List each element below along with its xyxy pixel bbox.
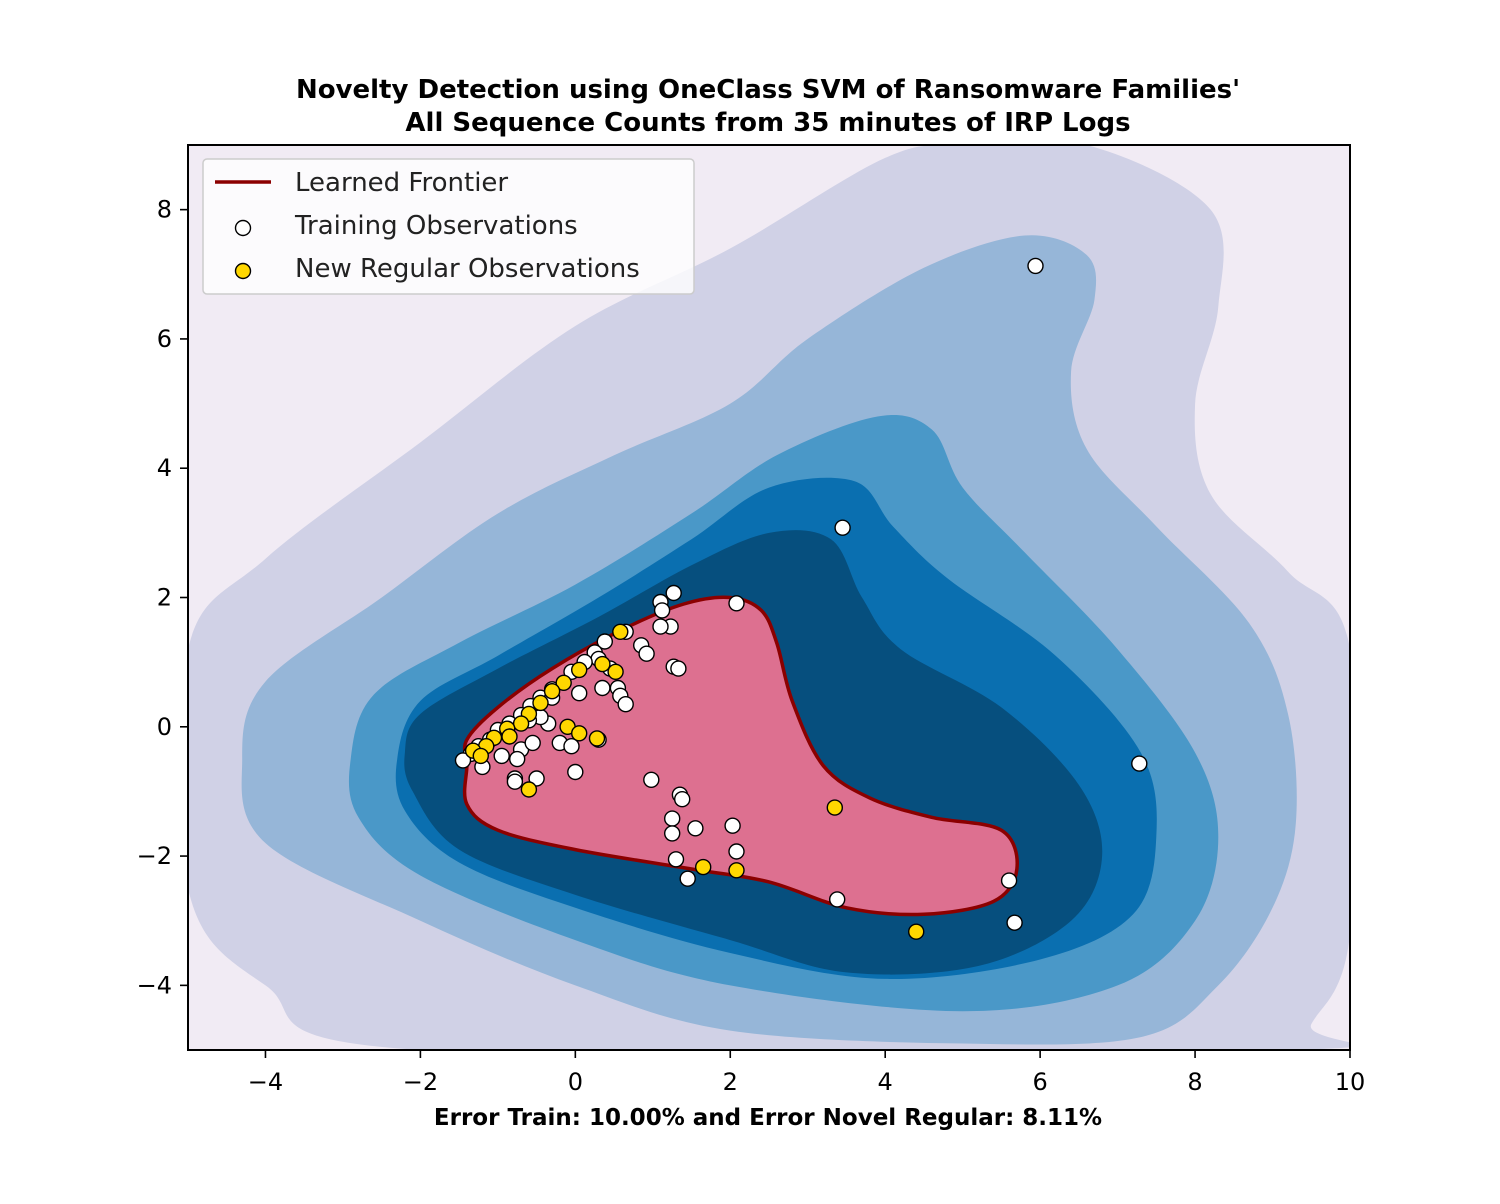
novel-point xyxy=(571,725,588,742)
y-tick-label: 8 xyxy=(157,196,172,224)
novel-point xyxy=(588,730,606,747)
y-tick-label: 0 xyxy=(157,713,172,741)
legend-box xyxy=(202,158,695,295)
novel-point xyxy=(571,661,588,679)
training-point xyxy=(493,747,510,765)
y-axis: −4 −2 0 2 4 6 8 xyxy=(137,196,188,999)
y-tick-label: 6 xyxy=(157,325,172,353)
novel-point xyxy=(607,663,624,680)
legend-novel-swatch xyxy=(234,262,252,280)
chart-title-line2: All Sequence Counts from 35 minutes of I… xyxy=(405,108,1130,138)
chart-title-line1: Novelty Detection using OneClass SVM of … xyxy=(296,75,1240,105)
x-tick-label: 0 xyxy=(568,1068,583,1096)
novel-point xyxy=(728,862,745,879)
training-point xyxy=(643,771,660,788)
legend: Learned Frontier Training Observations New… xyxy=(202,158,695,295)
plot-area xyxy=(188,145,1350,1050)
legend-label: Training Observations xyxy=(294,211,578,241)
x-tick-label: 2 xyxy=(723,1068,738,1096)
x-axis-label: Error Train: 10.00% and Error Novel Regu… xyxy=(434,1105,1102,1131)
novel-point xyxy=(594,655,611,673)
training-point xyxy=(664,825,681,842)
training-point xyxy=(687,820,704,837)
training-point xyxy=(665,584,682,602)
training-point xyxy=(1131,755,1148,772)
training-point xyxy=(528,770,545,787)
training-point xyxy=(652,618,669,635)
training-point xyxy=(567,763,584,781)
novel-point xyxy=(532,694,549,712)
x-tick-label: 10 xyxy=(1335,1068,1366,1096)
training-point xyxy=(1006,914,1023,931)
training-point xyxy=(638,645,655,662)
training-point xyxy=(506,773,524,790)
training-point xyxy=(728,843,745,860)
training-point xyxy=(674,791,691,808)
training-point xyxy=(679,870,696,887)
novel-point xyxy=(612,623,629,640)
novel-point xyxy=(501,728,518,745)
y-tick-label: −4 xyxy=(137,971,172,999)
legend-label: Learned Frontier xyxy=(295,168,508,198)
training-point xyxy=(724,817,741,834)
frontier-region xyxy=(464,597,1018,915)
novel-point xyxy=(472,747,489,765)
y-tick-label: −2 xyxy=(137,842,172,870)
training-point xyxy=(617,696,634,713)
y-tick-label: 4 xyxy=(157,454,172,482)
training-point xyxy=(596,633,613,650)
training-point xyxy=(509,750,526,768)
training-point xyxy=(1027,257,1044,275)
x-tick-label: 6 xyxy=(1032,1068,1047,1096)
training-point xyxy=(454,752,472,769)
novel-point xyxy=(826,799,843,816)
training-point xyxy=(571,685,588,702)
novel-point xyxy=(555,674,572,691)
novel-point xyxy=(695,858,712,876)
novel-points xyxy=(464,623,925,940)
training-point xyxy=(1000,872,1018,889)
x-tick-label: −4 xyxy=(248,1068,283,1096)
x-tick-label: −2 xyxy=(403,1068,438,1096)
training-point xyxy=(829,891,846,908)
training-point xyxy=(653,602,671,619)
training-point xyxy=(594,679,611,697)
training-point xyxy=(524,734,541,752)
y-tick-label: 2 xyxy=(157,584,172,612)
novel-point xyxy=(520,781,538,798)
training-point xyxy=(664,810,681,827)
training-point xyxy=(834,519,851,536)
training-point xyxy=(667,851,685,868)
x-axis: −4 −2 0 2 4 6 8 10 xyxy=(248,1050,1366,1096)
novel-point xyxy=(908,923,925,940)
x-tick-label: 4 xyxy=(878,1068,893,1096)
novel-point xyxy=(543,683,561,700)
training-point xyxy=(670,660,687,677)
legend-training-swatch xyxy=(234,219,252,237)
learned-frontier-line xyxy=(462,595,1019,917)
x-tick-label: 8 xyxy=(1187,1068,1202,1096)
training-point xyxy=(563,738,580,755)
novel-point xyxy=(512,715,530,732)
training-point xyxy=(728,595,745,612)
legend-label: New Regular Observations xyxy=(295,254,640,284)
